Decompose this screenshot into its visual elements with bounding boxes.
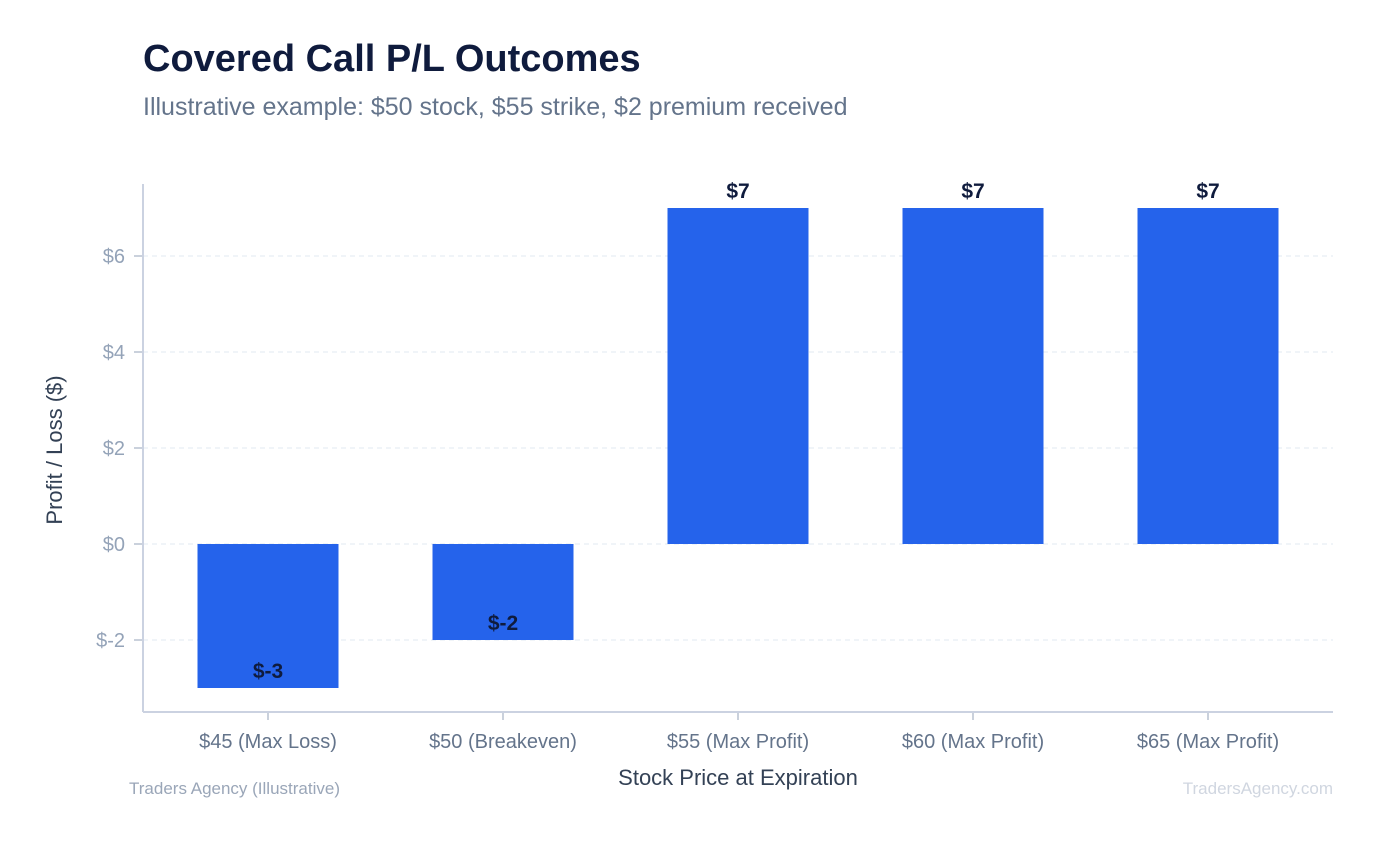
y-tick-label: $4 (103, 342, 125, 364)
bar (902, 208, 1044, 544)
bar (667, 208, 809, 544)
data-label: $7 (1196, 180, 1219, 203)
bar (197, 544, 339, 688)
x-tick-label: $65 (Max Profit) (1137, 731, 1279, 753)
data-label: $-2 (488, 612, 518, 635)
x-tick-label: $55 (Max Profit) (667, 731, 809, 753)
footer-source: Traders Agency (Illustrative) (129, 779, 340, 798)
y-tick-label: $-2 (96, 630, 125, 652)
y-tick-label: $0 (103, 534, 125, 556)
data-label: $-3 (253, 660, 283, 683)
chart-subtitle: Illustrative example: $50 stock, $55 str… (143, 93, 848, 121)
data-label: $7 (726, 180, 749, 203)
y-axis-label: Profit / Loss ($) (42, 375, 67, 524)
chart-title: Covered Call P/L Outcomes (143, 38, 641, 80)
bar (1137, 208, 1279, 544)
y-tick-label: $6 (103, 246, 125, 268)
bar (432, 544, 574, 640)
x-tick-label: $60 (Max Profit) (902, 731, 1044, 753)
y-tick-label: $2 (103, 438, 125, 460)
x-tick-label: $50 (Breakeven) (429, 731, 577, 753)
x-axis-label: Stock Price at Expiration (618, 765, 858, 790)
x-tick-label: $45 (Max Loss) (199, 731, 337, 753)
footer-watermark: TradersAgency.com (1182, 779, 1333, 798)
data-label: $7 (961, 180, 984, 203)
